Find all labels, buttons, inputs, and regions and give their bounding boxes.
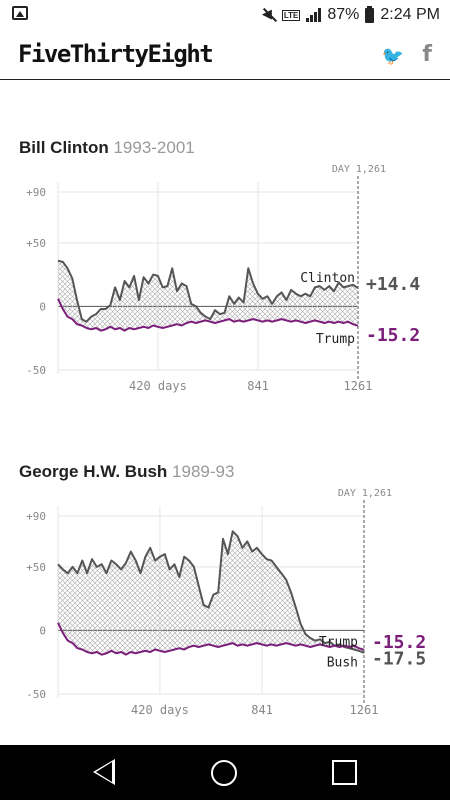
approval-chart-bush: +90 +50 0 -50 420 days 841 1261 DAY 1,261 Bush Tr… (26, 488, 426, 717)
y-tick-label: 0 (39, 624, 46, 637)
series-line-trump (57, 622, 365, 656)
series-final-value: -15.2 (366, 325, 420, 346)
lte-icon: LTE (281, 9, 301, 21)
approval-chart-clinton: +90 +50 0 -50 420 days 841 1261 DAY 1,261 Clinto… (26, 164, 420, 393)
clock: 2:24 PM (380, 6, 440, 23)
difference-area (58, 531, 364, 655)
series-final-value: +14.4 (366, 274, 420, 295)
image-icon (12, 6, 28, 20)
series-line-bush (57, 530, 365, 654)
y-tick-label: +90 (26, 510, 46, 523)
android-nav-bar (0, 745, 450, 800)
x-tick-label: 1261 (344, 379, 373, 393)
battery-percent: 87% (327, 6, 360, 23)
site-logo[interactable]: FiveThirtyEight (18, 40, 214, 68)
y-tick-label: 0 (39, 300, 46, 313)
status-bar: LTE 87% 2:24 PM (0, 0, 450, 30)
series-name-label: Trump (316, 332, 355, 347)
series-final-value: -15.2 (372, 632, 426, 653)
site-header: FiveThirtyEight 🐦 f (0, 30, 450, 80)
day-marker-label: DAY 1,261 (332, 164, 386, 175)
series-name-label: Bush (327, 656, 358, 671)
y-tick-label: +50 (26, 237, 46, 250)
x-tick-label: 420 days (131, 703, 189, 717)
series-name-label: Trump (319, 635, 358, 650)
x-tick-label: 1261 (350, 703, 379, 717)
y-tick-label: +90 (26, 186, 46, 199)
difference-area (58, 260, 358, 331)
facebook-icon[interactable]: f (422, 42, 432, 67)
chart-title-name: George H.W. Bush (19, 462, 168, 481)
battery-icon (365, 5, 375, 23)
chart-title: George H.W. Bush 1989-93 (19, 462, 234, 482)
chart-title-years: 1989-93 (172, 462, 235, 481)
x-tick-label: 420 days (129, 379, 187, 393)
chart-title: Bill Clinton 1993-2001 (19, 138, 195, 158)
chart-title-years: 1993-2001 (113, 138, 195, 157)
x-tick-label: 841 (247, 379, 269, 393)
y-tick-label: -50 (26, 688, 46, 701)
back-icon[interactable] (93, 759, 115, 785)
signal-icon (306, 8, 322, 22)
series-line-clinton (57, 259, 359, 323)
series-line-trump (57, 298, 359, 332)
chart-title-name: Bill Clinton (19, 138, 109, 157)
y-tick-label: +50 (26, 561, 46, 574)
twitter-icon[interactable]: 🐦 (381, 46, 404, 66)
mute-icon (262, 6, 276, 22)
recents-icon[interactable] (332, 760, 357, 785)
home-icon[interactable] (211, 760, 237, 786)
y-tick-label: -50 (26, 364, 46, 377)
series-name-label: Clinton (300, 271, 355, 286)
day-marker-label: DAY 1,261 (338, 488, 392, 499)
series-final-value: -17.5 (372, 649, 426, 670)
x-tick-label: 841 (251, 703, 273, 717)
